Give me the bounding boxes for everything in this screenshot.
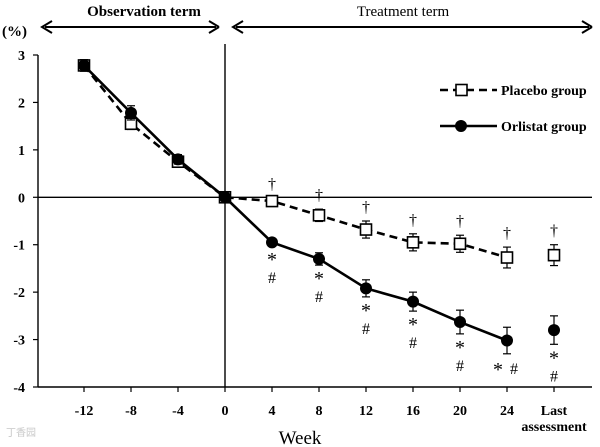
- star-annotation: *: [493, 359, 503, 381]
- treatment-label: Treatment term: [357, 4, 450, 20]
- hash-annotation: #: [456, 358, 464, 375]
- data-point: [406, 236, 420, 249]
- arrow-head-left: [231, 20, 244, 34]
- data-point: [78, 59, 90, 72]
- y-tick-label: -1: [13, 239, 25, 254]
- data-point: [501, 334, 513, 347]
- data-point: [548, 324, 560, 337]
- y-tick-label: 1: [18, 144, 25, 159]
- dagger-annotation: †: [456, 213, 464, 230]
- x-tick-label: -12: [75, 404, 94, 419]
- star-annotation: *: [549, 347, 559, 369]
- arrow-head-right: [581, 20, 593, 34]
- dagger-annotation: †: [362, 199, 370, 216]
- data-point: [453, 237, 467, 251]
- star-annotation: *: [267, 249, 277, 271]
- star-annotation: *: [408, 314, 418, 336]
- hash-annotation: #: [510, 361, 518, 378]
- observation-label: Observation term: [87, 4, 201, 20]
- hash-annotation: #: [268, 270, 276, 287]
- star-annotation: *: [455, 337, 465, 359]
- data-point: [359, 223, 373, 236]
- star-annotation: *: [361, 300, 371, 322]
- y-tick-label: 2: [18, 96, 25, 111]
- series-line: [83, 64, 508, 342]
- arrow-head-right: [208, 20, 220, 34]
- x-tick-label: -4: [172, 404, 184, 419]
- x-tick-label: 12: [359, 404, 373, 419]
- hash-annotation: #: [409, 335, 417, 352]
- data-point: [219, 191, 231, 204]
- x-tick-label: -8: [125, 404, 137, 419]
- x-tick-label: 8: [316, 404, 323, 419]
- data-point: [265, 194, 279, 208]
- x-tick-label: 16: [406, 404, 420, 419]
- y-tick-label: -4: [13, 381, 25, 396]
- dagger-annotation: †: [550, 223, 558, 240]
- y-tick-label: 0: [18, 191, 25, 206]
- dagger-annotation: †: [409, 212, 417, 229]
- data-point: [360, 282, 372, 295]
- y-tick-label: -2: [13, 286, 25, 301]
- x-tick-label: assessment: [521, 420, 587, 435]
- dagger-annotation: †: [503, 225, 511, 242]
- watermark: 丁香园: [6, 428, 36, 439]
- y-unit-label: (%): [2, 24, 27, 40]
- observation-arrow: [40, 20, 220, 34]
- dagger-annotation: †: [315, 187, 323, 204]
- legend-orlistat-label: Orlistat group: [501, 120, 587, 135]
- legend-placebo-label: Placebo group: [501, 84, 587, 99]
- series-0: [77, 59, 561, 269]
- data-point: [500, 251, 514, 264]
- treatment-arrow: [231, 20, 593, 34]
- legend-orlistat-marker: [455, 120, 467, 132]
- star-annotation: *: [314, 268, 324, 290]
- legend-placebo-marker: [455, 83, 468, 97]
- hash-annotation: #: [362, 321, 370, 338]
- hash-annotation: #: [550, 368, 558, 385]
- y-tick-label: 3: [18, 49, 25, 64]
- data-point: [313, 252, 325, 265]
- data-point: [547, 248, 561, 262]
- data-point: [125, 106, 137, 119]
- data-point: [312, 209, 326, 222]
- arrow-head-left: [40, 20, 53, 34]
- x-tick-label: 20: [453, 404, 467, 419]
- data-point: [172, 153, 184, 166]
- series-1: [78, 59, 560, 355]
- dagger-annotation: †: [268, 176, 276, 193]
- data-point: [266, 236, 278, 249]
- y-tick-label: -3: [13, 334, 25, 349]
- x-tick-label: 0: [222, 404, 229, 419]
- series-line: [82, 64, 508, 259]
- x-tick-label: 4: [269, 404, 276, 419]
- data-point: [454, 316, 466, 329]
- data-point: [407, 295, 419, 308]
- x-tick-label: Last: [541, 404, 568, 419]
- x-axis-title: Week: [279, 428, 322, 447]
- x-tick-label: 24: [500, 404, 514, 419]
- hash-annotation: #: [315, 289, 323, 306]
